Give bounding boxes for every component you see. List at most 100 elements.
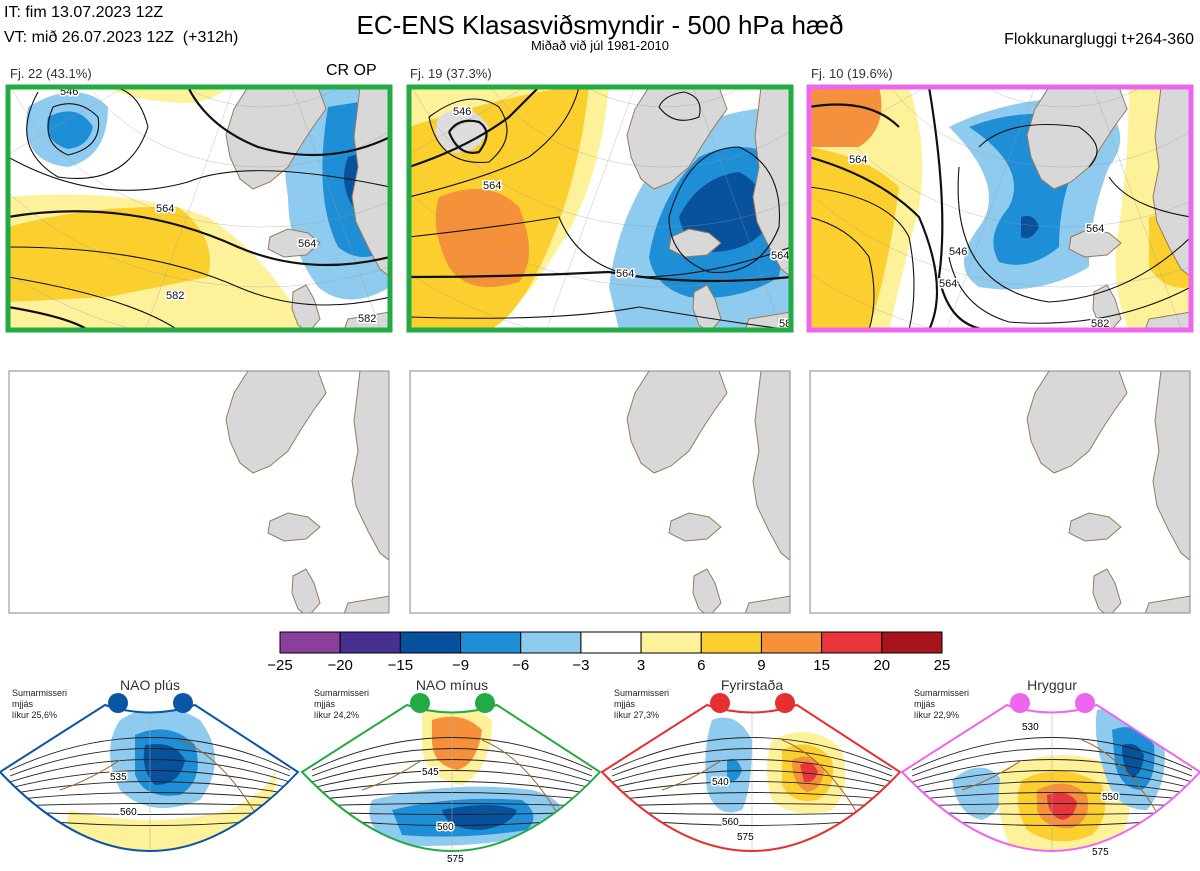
height-contour: [8, 246, 390, 306]
height-contour: [428, 98, 508, 163]
regime-contour-label: 545: [422, 767, 439, 778]
landmass: [291, 568, 321, 613]
colorbar-swatch: [279, 631, 341, 654]
height-contour: [409, 87, 580, 198]
map-background: [410, 371, 790, 613]
colorbar-tick-label: −9: [452, 657, 469, 674]
graticule-line: [89, 87, 390, 168]
colorbar-swatch: [399, 631, 462, 654]
height-contour: [409, 216, 791, 278]
regime-border: [900, 703, 1200, 852]
graticule-line: [812, 87, 1191, 228]
regime-border: [300, 703, 602, 852]
height-contour: [187, 87, 390, 157]
height-contour: [26, 87, 149, 179]
regime-name: Fyrirstaða: [721, 677, 783, 693]
contour-label: 564: [156, 203, 174, 215]
regime-marker-left: [1010, 693, 1030, 713]
graticule-line: [546, 87, 636, 330]
landmass: [668, 228, 722, 258]
colorbar-swatch: [640, 631, 702, 654]
regime-marker-right: [1075, 693, 1095, 713]
graticule-line: [490, 87, 791, 168]
regime-contour-label: 575: [1092, 847, 1109, 858]
height-contour: [809, 155, 939, 330]
regime-contour-label: 575: [447, 854, 464, 865]
height-contour: [658, 91, 701, 121]
chart-title: EC-ENS Klasasviðsmyndir - 500 hPa hæð: [356, 10, 844, 40]
height-contour: [978, 123, 1098, 168]
height-contour: [1108, 176, 1191, 218]
regime-info-probability: líkur 27,3%: [614, 710, 659, 720]
landmass: [1068, 512, 1122, 542]
landmass: [343, 595, 389, 613]
valid-time: VT: mið 26.07.2023 12Z (+312h): [4, 28, 238, 48]
fan-background: [602, 705, 900, 851]
landmass: [1026, 87, 1128, 190]
map-background: [9, 371, 389, 613]
height-contour: [447, 119, 488, 154]
regime-map: [902, 705, 1200, 851]
landmass: [626, 87, 728, 190]
member-map-border-3: [809, 370, 1191, 614]
regime-anomaly: [432, 716, 482, 770]
regime-info-probability: líkur 22,9%: [914, 710, 959, 720]
colorbar-swatch: [520, 631, 582, 654]
valid-time-lead: (+312h): [182, 29, 239, 46]
graticule-line: [809, 87, 926, 155]
regime-map: [0, 705, 298, 851]
cluster-border-1: [5, 84, 393, 333]
landmass: [752, 371, 790, 561]
valid-time-text: VT: mið 26.07.2023 12Z: [4, 29, 174, 46]
colorbar-tick-label: 20: [873, 657, 890, 674]
graticule-line: [890, 87, 1191, 168]
height-contour: [8, 156, 390, 191]
regime-name: NAO plús: [120, 677, 180, 693]
regime-anomaly: [1047, 792, 1077, 820]
regime-map: [302, 705, 600, 851]
landmass: [1068, 228, 1122, 258]
contour-label: 564: [298, 238, 316, 250]
member-map-border-1: [8, 370, 390, 614]
graticule-line: [8, 191, 390, 288]
landmass: [343, 311, 390, 330]
contour-label: 582: [358, 313, 376, 325]
regime-anomaly: [727, 758, 742, 782]
contour-label: 564: [1086, 223, 1104, 235]
contour-label: 564: [483, 180, 501, 192]
colorbar-tick-label: 3: [637, 657, 645, 674]
anomaly-field: [809, 147, 899, 330]
colorbar-swatch: [580, 631, 642, 654]
landmass: [225, 371, 327, 474]
colorbar-swatch: [821, 631, 883, 654]
landmass: [752, 87, 791, 278]
colorbar-tick-label: −6: [512, 657, 529, 674]
height-contour: [809, 216, 875, 330]
height-contour: [8, 210, 390, 267]
colorbar-tick-label: −3: [572, 657, 589, 674]
classification-window: Flokkunargluggi t+264-360: [1004, 31, 1194, 48]
contour-label: 582: [779, 318, 797, 330]
colorbar-tick-label: 15: [813, 657, 830, 674]
regime-info-probability: líkur 24,2%: [314, 710, 359, 720]
contour-label: 546: [949, 246, 967, 258]
regime-panel-3: 540 560 575 Fyrirstaða Sumarmisserimjjáslíku…: [600, 677, 902, 852]
height-contour: [409, 270, 791, 283]
regime-marker-left: [108, 693, 128, 713]
height-contour: [948, 256, 1191, 324]
regime-info-state: mjjás: [614, 699, 636, 709]
cluster-border-2: [406, 84, 794, 333]
regime-contour-label: 530: [1022, 722, 1039, 733]
anomaly-field: [809, 87, 882, 147]
graticule-line: [1092, 87, 1182, 330]
regime-info-state: mjjás: [314, 699, 336, 709]
graticule-line: [692, 87, 782, 330]
regime-info-season: Sumarmisseri: [12, 688, 67, 698]
landmass: [668, 512, 722, 542]
height-contour: [668, 146, 781, 273]
landmass: [1152, 371, 1190, 561]
graticule-line: [409, 191, 791, 288]
graticule-line: [145, 87, 235, 330]
